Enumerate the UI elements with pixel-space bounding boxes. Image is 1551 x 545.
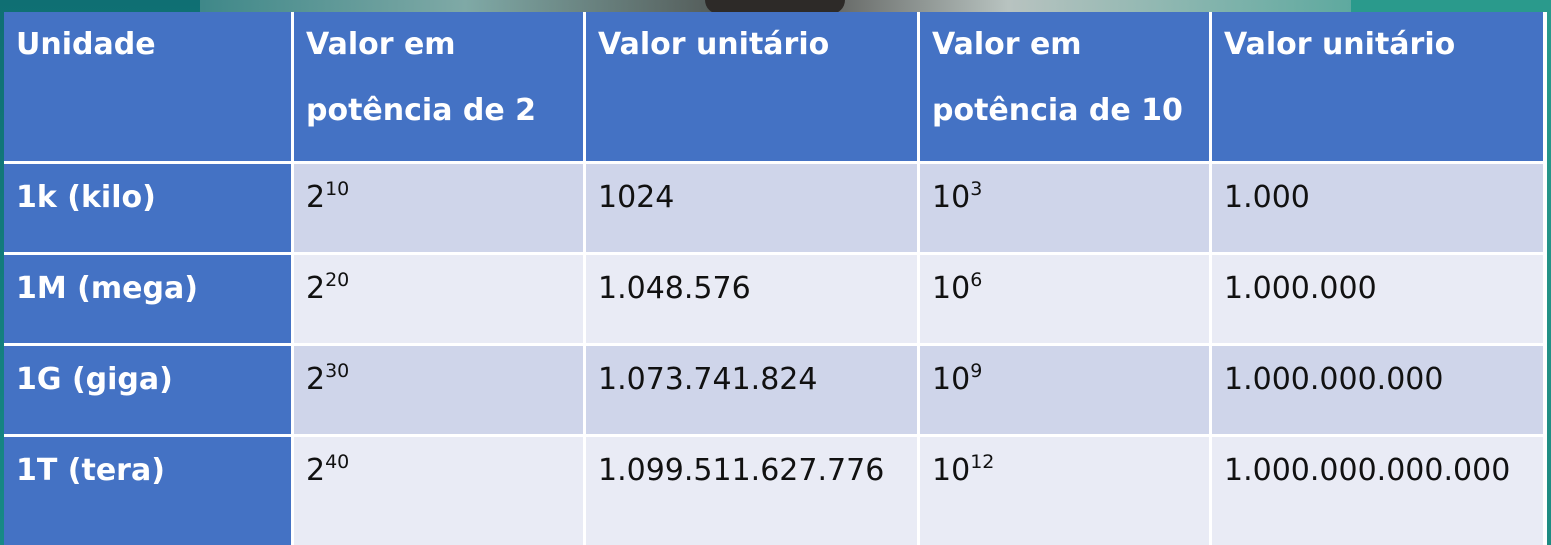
- power-base: 2: [306, 453, 326, 488]
- power-of-10-cell: 1012: [920, 437, 1212, 545]
- table-row-giga: 1G (giga) 230 1.073.741.824 109 1.000.00…: [4, 346, 1543, 437]
- power-of-2-cell: 220: [294, 255, 586, 346]
- header-potencia-10-line2: potência de 10: [932, 93, 1183, 128]
- power-base: 2: [306, 271, 326, 306]
- header-unidade-line1: Unidade: [16, 27, 156, 62]
- units-table: Unidade Valor em potência de 2 Valor uni…: [4, 12, 1543, 545]
- unit-cell: 1M (mega): [4, 255, 294, 346]
- header-valor-unitario-10: Valor unitário: [1212, 12, 1543, 164]
- header-valor-unitario-2: Valor unitário: [586, 12, 920, 164]
- header-potencia-10: Valor em potência de 10: [920, 12, 1212, 164]
- power-of-10-cell: 109: [920, 346, 1212, 437]
- power-base: 2: [306, 362, 326, 397]
- power-of-2-cell: 230: [294, 346, 586, 437]
- power-base: 10: [932, 271, 971, 306]
- decimal-value-cell: 1.000.000.000: [1212, 346, 1543, 437]
- power-of-2-cell: 210: [294, 164, 586, 255]
- power-exponent: 9: [970, 360, 983, 382]
- power-exponent: 12: [970, 451, 995, 473]
- power-exponent: 40: [325, 451, 350, 473]
- power-exponent: 3: [970, 178, 983, 200]
- power-base: 10: [932, 362, 971, 397]
- header-potencia-10-line1: Valor em: [932, 27, 1082, 62]
- power-exponent: 20: [325, 269, 350, 291]
- decimal-value-cell: 1.000: [1212, 164, 1543, 255]
- decimal-value-cell: 1.000.000: [1212, 255, 1543, 346]
- header-unidade: Unidade: [4, 12, 294, 164]
- table-row-tera: 1T (tera) 240 1.099.511.627.776 1012 1.0…: [4, 437, 1543, 545]
- binary-value-cell: 1.073.741.824: [586, 346, 920, 437]
- header-potencia-2-line2: potência de 2: [306, 93, 537, 128]
- table-row-mega: 1M (mega) 220 1.048.576 106 1.000.000: [4, 255, 1543, 346]
- unit-cell: 1G (giga): [4, 346, 294, 437]
- unit-cell: 1k (kilo): [4, 164, 294, 255]
- header-potencia-2-line1: Valor em: [306, 27, 456, 62]
- power-base: 10: [932, 180, 971, 215]
- header-row: Unidade Valor em potência de 2 Valor uni…: [4, 12, 1543, 164]
- power-exponent: 6: [970, 269, 983, 291]
- power-exponent: 10: [325, 178, 350, 200]
- power-of-2-cell: 240: [294, 437, 586, 545]
- header-valor-unitario-10-line1: Valor unitário: [1224, 27, 1456, 62]
- binary-value-cell: 1.048.576: [586, 255, 920, 346]
- binary-value-cell: 1.099.511.627.776: [586, 437, 920, 545]
- power-of-10-cell: 103: [920, 164, 1212, 255]
- presenter-silhouette: [705, 0, 845, 14]
- binary-value-cell: 1024: [586, 164, 920, 255]
- unit-cell: 1T (tera): [4, 437, 294, 545]
- power-exponent: 30: [325, 360, 350, 382]
- decimal-value-cell: 1.000.000.000.000: [1212, 437, 1543, 545]
- power-of-10-cell: 106: [920, 255, 1212, 346]
- table-row-kilo: 1k (kilo) 210 1024 103 1.000: [4, 164, 1543, 255]
- header-potencia-2: Valor em potência de 2: [294, 12, 586, 164]
- header-valor-unitario-2-line1: Valor unitário: [598, 27, 830, 62]
- power-base: 10: [932, 453, 971, 488]
- slide: Unidade Valor em potência de 2 Valor uni…: [4, 12, 1547, 545]
- power-base: 2: [306, 180, 326, 215]
